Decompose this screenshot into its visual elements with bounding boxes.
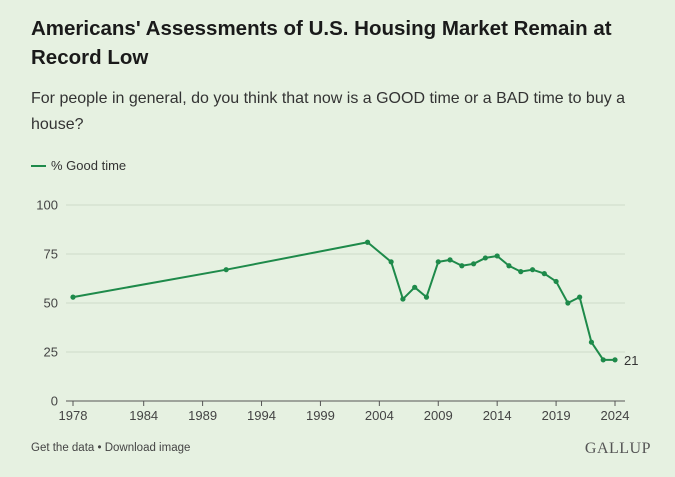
download-image-link[interactable]: Download image — [104, 442, 191, 454]
data-point — [494, 253, 500, 259]
end-value-label: 21 — [624, 353, 638, 368]
data-point — [553, 278, 559, 285]
data-point — [506, 263, 512, 269]
data-point — [223, 267, 229, 273]
y-tick-label: 100 — [36, 198, 58, 213]
data-point — [600, 357, 606, 363]
data-point — [482, 255, 488, 261]
legend-swatch — [31, 164, 46, 167]
data-point — [70, 294, 76, 300]
x-tick-label: 1989 — [188, 408, 217, 423]
data-point — [577, 294, 583, 300]
chart-title: Americans' Assessments of U.S. Housing M… — [31, 17, 612, 69]
footer: Get the data • Download image — [31, 442, 190, 454]
x-tick-label: 2024 — [601, 408, 630, 423]
data-point — [400, 296, 406, 302]
data-point — [588, 339, 595, 345]
data-point — [612, 357, 618, 363]
x-tick-label: 1984 — [129, 408, 158, 423]
get-data-link[interactable]: Get the data — [31, 442, 95, 454]
footer-separator: • — [94, 442, 105, 454]
data-point — [364, 239, 371, 245]
data-point — [447, 257, 453, 263]
data-point — [529, 267, 536, 273]
data-point — [423, 294, 430, 300]
y-tick-label: 75 — [44, 247, 58, 262]
y-tick-label: 50 — [44, 296, 58, 311]
x-tick-label: 2004 — [365, 408, 394, 423]
gallup-logo: GALLUP — [584, 440, 651, 457]
data-point — [471, 261, 477, 267]
legend: % Good time — [31, 158, 126, 173]
x-tick-label: 2009 — [424, 408, 453, 423]
x-tick-label: 2019 — [542, 408, 571, 423]
chart-subtitle: For people in general, do you think that… — [31, 90, 626, 133]
data-point — [412, 284, 418, 290]
data-point — [388, 259, 394, 265]
x-tick-label: 1978 — [59, 408, 88, 423]
legend-label: % Good time — [51, 158, 127, 173]
y-tick-label: 0 — [51, 394, 58, 409]
y-tick-label: 25 — [44, 345, 58, 360]
x-tick-label: 1999 — [306, 408, 335, 423]
data-point — [459, 263, 465, 269]
series-line — [72, 241, 615, 361]
x-tick-label: 1994 — [247, 408, 276, 423]
data-point — [541, 271, 547, 277]
data-point — [435, 259, 441, 265]
data-point — [565, 300, 571, 306]
x-tick-label: 2014 — [483, 408, 512, 423]
data-point — [518, 269, 524, 275]
